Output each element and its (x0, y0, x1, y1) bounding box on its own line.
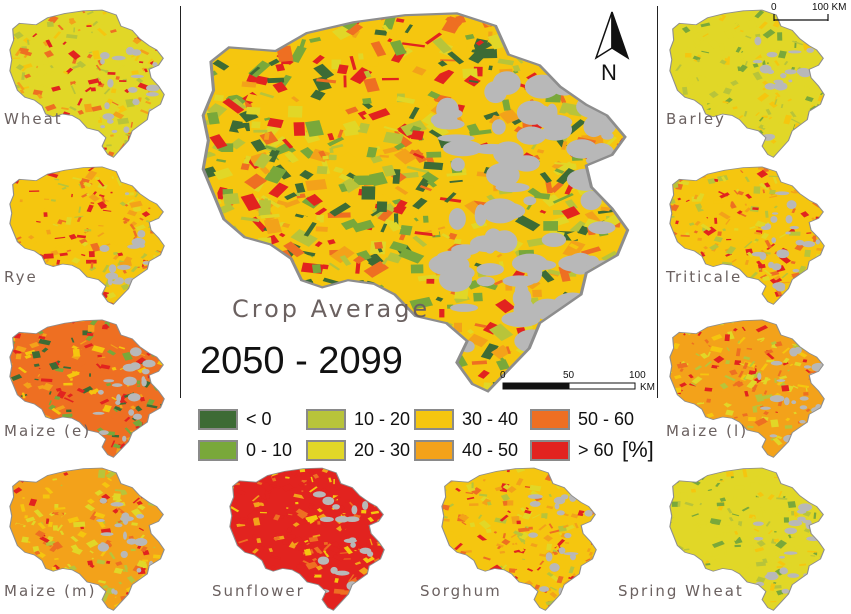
legend-item-gt60: > 60 (530, 439, 614, 461)
main-scale-bar (502, 382, 643, 392)
map-maize-l (668, 318, 828, 458)
legend-label: 50 - 60 (578, 408, 635, 429)
map-barley (668, 8, 828, 158)
maize-e-map (9, 319, 165, 458)
main-scale-tick-0: 0 (500, 370, 506, 381)
map-triticale (668, 165, 828, 305)
label-maize-l: Maize (l) (666, 422, 749, 440)
legend-label: 30 - 40 (462, 408, 519, 429)
legend-unit: [%] (622, 437, 654, 462)
label-wheat: Wheat (4, 110, 63, 128)
barley-map (669, 9, 825, 158)
legend-label: < 0 (246, 408, 272, 429)
legend-item-20-30: 20 - 30 (306, 439, 410, 461)
legend-swatch (306, 408, 346, 430)
main-scale-unit: KM (640, 382, 655, 393)
top-scale-tick-0: 0 (771, 2, 777, 13)
legend-item-0-10: 0 - 10 (198, 439, 292, 461)
main-map (198, 8, 638, 393)
label-sorghum: Sorghum (420, 582, 502, 600)
spring-wheat-map (669, 467, 825, 611)
top-scale-tick-100: 100 KM (812, 2, 847, 13)
crop-average-map (201, 11, 630, 393)
map-sunflower (228, 466, 388, 611)
map-maize-e (8, 318, 168, 458)
legend-swatch (414, 408, 454, 430)
legend-swatch (414, 439, 454, 461)
legend-label: > 60 (578, 439, 614, 460)
north-arrow-left-icon (594, 11, 613, 60)
triticale-map (669, 166, 825, 305)
legend-label: 0 - 10 (246, 439, 293, 460)
main-map-title: Crop Average (232, 295, 431, 323)
main-scale-tick-50: 50 (563, 370, 575, 381)
maize-m-map (9, 467, 165, 611)
legend-swatch (198, 439, 238, 461)
label-maize-m: Maize (m) (4, 582, 97, 600)
north-arrow (592, 10, 632, 92)
map-rye (8, 165, 168, 305)
legend-item-10-20: 10 - 20 (306, 408, 410, 430)
map-sorghum (440, 466, 600, 611)
legend-label: 10 - 20 (354, 408, 411, 429)
label-sunflower: Sunflower (212, 582, 305, 600)
label-spring-wheat: Spring Wheat (618, 582, 744, 600)
right-divider (657, 6, 658, 398)
sunflower-map (229, 467, 385, 611)
rye-map (9, 166, 165, 305)
left-divider (180, 6, 181, 398)
label-barley: Barley (666, 110, 726, 128)
legend-item-30-40: 30 - 40 (414, 408, 518, 430)
legend-swatch (198, 408, 238, 430)
legend-swatch (530, 439, 570, 461)
map-spring-wheat (668, 466, 828, 611)
label-maize-e: Maize (e) (4, 422, 92, 440)
wheat-map (9, 9, 165, 158)
north-label: N (601, 60, 617, 85)
maize-l-map (669, 319, 825, 458)
legend-item-50-60: 50 - 60 (530, 408, 634, 430)
map-wheat (8, 8, 168, 158)
legend-label: 40 - 50 (462, 439, 519, 460)
label-rye: Rye (4, 268, 38, 286)
north-arrow-right-icon (611, 11, 630, 60)
map-maize-m (8, 466, 168, 611)
period-label: 2050 - 2099 (200, 340, 403, 382)
legend-item-lt0: < 0 (198, 408, 272, 430)
label-triticale: Triticale (666, 268, 743, 286)
top-scale-bar (773, 14, 829, 22)
legend-swatch (530, 408, 570, 430)
legend-label: 20 - 30 (354, 439, 411, 460)
main-scale-tick-100: 100 (629, 370, 646, 381)
legend-swatch (306, 439, 346, 461)
sorghum-map (441, 467, 597, 611)
legend-item-40-50: 40 - 50 (414, 439, 518, 461)
